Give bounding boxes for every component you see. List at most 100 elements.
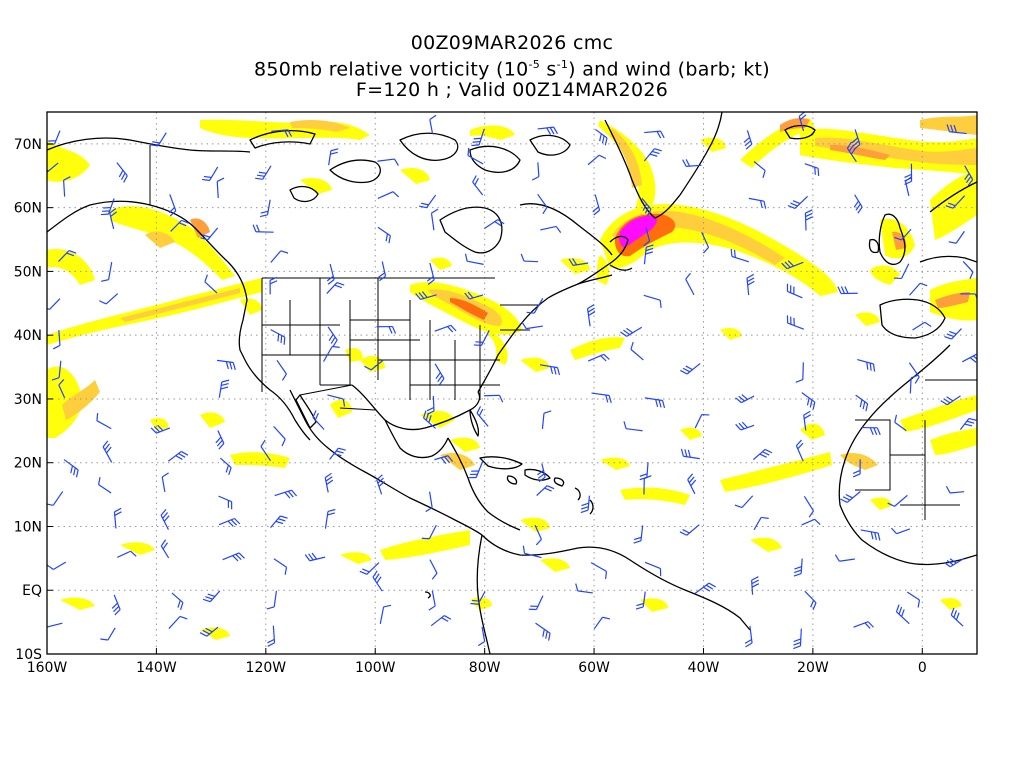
wind-barb [887, 494, 908, 507]
longitude-label: 140W [136, 660, 177, 676]
wind-barb [484, 394, 504, 403]
wind-barb [327, 326, 338, 347]
wind-barb [635, 591, 646, 610]
wind-barb [860, 426, 881, 436]
wind-barb [255, 165, 272, 180]
wind-barb [893, 263, 910, 280]
wind-barb [62, 176, 71, 197]
wind-barb [428, 590, 436, 611]
wind-barb [948, 230, 965, 244]
wind-barb [111, 594, 121, 616]
wind-barb [894, 414, 907, 432]
latitude-label: 10S [15, 647, 42, 663]
wind-barb [422, 410, 436, 429]
wind-barb [116, 162, 128, 183]
wind-barb [682, 159, 702, 167]
coastlines [47, 112, 977, 654]
map-plot-area [47, 112, 977, 654]
wind-barb [803, 496, 815, 518]
wind-barb [894, 228, 912, 241]
wind-barb [252, 224, 274, 233]
wind-barb [735, 394, 755, 404]
latitude-label: 40N [14, 328, 42, 344]
latitude-label: 10N [14, 519, 42, 535]
wind-barb [946, 124, 967, 135]
wind-barb [376, 325, 397, 334]
wind-barb [535, 622, 551, 641]
wind-barb [860, 529, 881, 541]
wind-barb [687, 473, 697, 495]
wind-barb [113, 507, 122, 529]
wind-barb [270, 250, 289, 263]
wind-barb [267, 625, 276, 647]
wind-barb [526, 298, 544, 314]
longitude-label: 120W [246, 660, 287, 676]
wind-barb [943, 557, 965, 568]
wind-barb [171, 592, 184, 611]
wind-barb [694, 582, 716, 594]
wind-barb [326, 281, 345, 294]
wind-barb [744, 625, 753, 648]
wind-barb [161, 472, 169, 493]
wind-barb [945, 485, 965, 494]
wind-barb [270, 515, 288, 529]
wind-barb [753, 516, 769, 531]
latitude-label: 50N [14, 264, 42, 280]
wind-barb [200, 227, 219, 241]
wind-barb [909, 282, 928, 296]
wind-barb [522, 545, 542, 559]
wind-barbs [47, 112, 977, 650]
wind-barb [47, 622, 63, 629]
wind-barb [204, 274, 218, 294]
wind-barb [415, 291, 437, 300]
title-2-part-c: ) and wind (barb; kt) [568, 58, 770, 81]
vorticity-shading [47, 115, 977, 640]
wind-barb [751, 576, 760, 595]
latitude-label: 20N [14, 456, 42, 472]
wind-barb [378, 261, 387, 282]
wind-barb [473, 330, 490, 347]
wind-barb [271, 129, 293, 138]
wind-barb [735, 421, 755, 431]
wind-barb [222, 552, 245, 562]
longitude-label: 80W [469, 660, 501, 676]
wind-barb [940, 395, 961, 406]
wind-barb [201, 166, 219, 182]
wind-barb [643, 475, 652, 495]
wind-barb [964, 165, 974, 187]
wind-barb [541, 410, 552, 430]
wind-barb [168, 194, 177, 217]
wind-barb [327, 394, 346, 407]
wind-barb [803, 410, 812, 431]
wind-barb [218, 517, 241, 527]
wind-barb [855, 394, 869, 412]
wind-barb [748, 197, 767, 209]
title-2-sup-1: -5 [528, 58, 541, 71]
graticule [47, 112, 977, 654]
wind-barb [276, 359, 287, 381]
wind-barb [98, 293, 119, 305]
wind-barb [150, 132, 167, 147]
wind-barb [730, 248, 750, 263]
title-2-part-b: s [540, 58, 557, 81]
wind-barb [58, 378, 66, 399]
wind-barb [592, 194, 601, 216]
wind-barb [786, 283, 803, 299]
wind-barb [52, 330, 61, 350]
wind-barb [215, 430, 225, 450]
wind-barb [701, 231, 710, 254]
wind-barb [520, 253, 539, 263]
wind-barb [476, 406, 489, 427]
wind-barb [540, 225, 562, 233]
wind-barb [643, 244, 654, 265]
longitude-label: 100W [355, 660, 396, 676]
wind-barb [786, 315, 804, 330]
longitude-label: 0 [918, 660, 927, 676]
wind-barb [906, 591, 921, 608]
wind-barb [326, 263, 335, 285]
wind-barb [528, 595, 544, 611]
wind-barb [471, 128, 485, 147]
wind-barb [804, 163, 820, 176]
wind-barb [434, 363, 445, 386]
